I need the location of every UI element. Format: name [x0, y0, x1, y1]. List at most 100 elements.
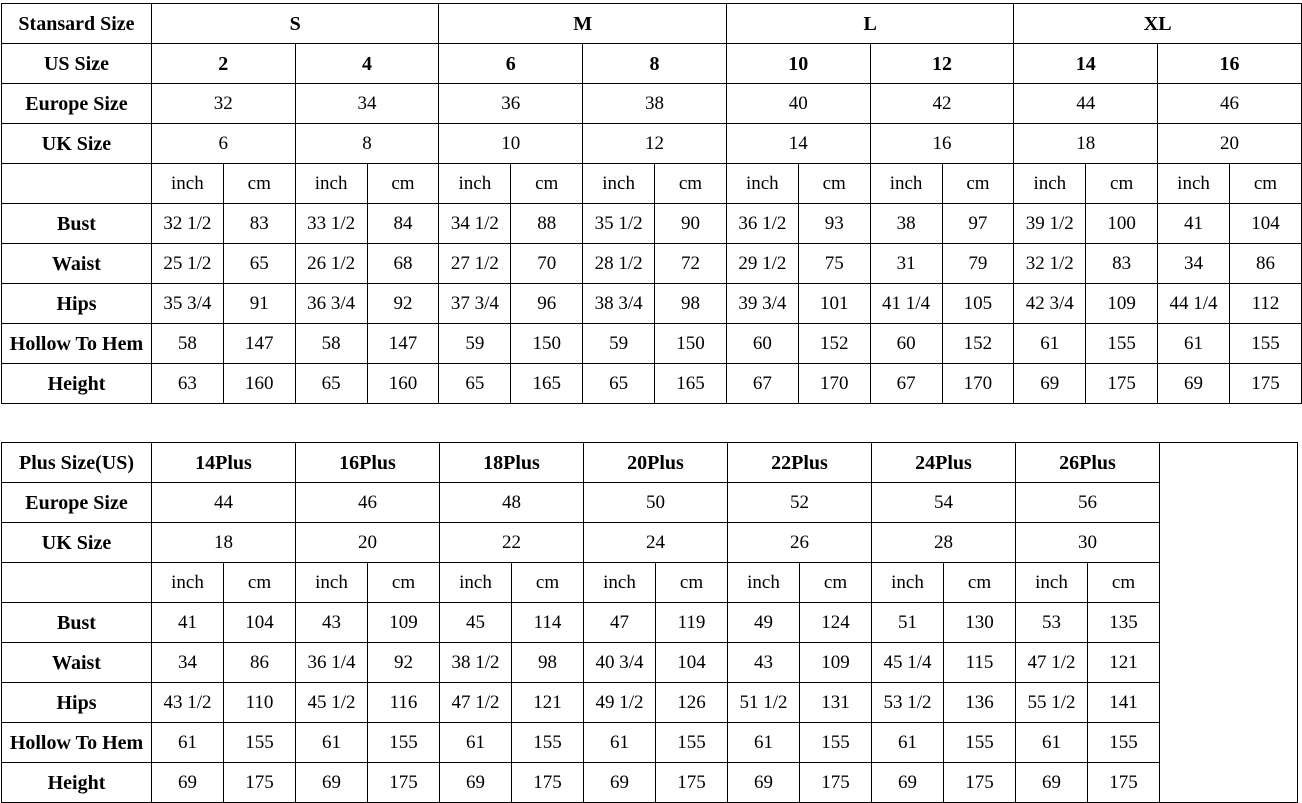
- table-cell: 175: [223, 762, 296, 803]
- table-cell: 65: [222, 243, 296, 284]
- table-cell: 63: [150, 363, 224, 404]
- row-label: US Size: [1, 43, 152, 84]
- table-cell: 93: [797, 203, 871, 244]
- table-cell: 47 1/2: [1015, 642, 1088, 683]
- table-cell: 46: [1157, 83, 1302, 124]
- table-cell: 54: [871, 482, 1016, 523]
- table-cell: 175: [511, 762, 584, 803]
- table-cell: 104: [1228, 203, 1302, 244]
- table-cell: 84: [366, 203, 440, 244]
- table-cell: 91: [222, 283, 296, 324]
- row-label: Plus Size(US): [1, 442, 152, 483]
- table-cell: cm: [1228, 163, 1302, 204]
- table-cell: 18: [151, 522, 296, 563]
- table-cell: 65: [294, 363, 368, 404]
- table-cell: 35 3/4: [150, 283, 224, 324]
- table-cell: 69: [1013, 363, 1087, 404]
- table-cell: 175: [799, 762, 872, 803]
- table-cell: 10: [438, 123, 584, 164]
- table-cell: inch: [1015, 562, 1088, 603]
- table-cell: 83: [1085, 243, 1159, 284]
- table-cell: 47: [583, 602, 656, 643]
- table-row: Hips 35 3/4 91 36 3/4 92 37 3/4 96 38 3/4 98 39 3…: [1, 283, 1302, 324]
- table-cell: 36 1/4: [295, 642, 368, 683]
- table-cell: 147: [222, 323, 296, 364]
- table-cell: 75: [797, 243, 871, 284]
- table-cell: 24: [583, 522, 728, 563]
- table-cell: 20: [1157, 123, 1302, 164]
- table-cell: inch: [295, 562, 368, 603]
- table-cell: 130: [943, 602, 1016, 643]
- table-cell: 60: [869, 323, 943, 364]
- row-label: Europe Size: [1, 83, 152, 124]
- table-cell: 69: [151, 762, 224, 803]
- table-cell: 43: [727, 642, 800, 683]
- table-cell: 49 1/2: [583, 682, 656, 723]
- table-cell: 135: [1087, 602, 1160, 643]
- table-cell: 32: [150, 83, 296, 124]
- table-cell: inch: [1157, 163, 1230, 204]
- table-cell: cm: [943, 562, 1016, 603]
- table-cell: 60: [725, 323, 799, 364]
- table-cell: 61: [151, 722, 224, 763]
- table-cell: 14: [725, 123, 871, 164]
- table-cell: 83: [222, 203, 296, 244]
- size-header: 20Plus: [583, 442, 728, 483]
- size-header: L: [725, 3, 1015, 44]
- table-cell: 160: [366, 363, 440, 404]
- row-label: UK Size: [1, 522, 152, 563]
- row-label: Stansard Size: [1, 3, 152, 44]
- table-cell: 119: [655, 602, 728, 643]
- table-cell: 6: [438, 43, 584, 84]
- table-cell: 38: [582, 83, 727, 124]
- table-cell: 109: [367, 602, 440, 643]
- table-cell: 155: [799, 722, 872, 763]
- table-cell: cm: [510, 163, 584, 204]
- table-cell: 52: [727, 482, 872, 523]
- table-cell: 28: [871, 522, 1016, 563]
- table-cell: 152: [797, 323, 871, 364]
- table-cell: 6: [150, 123, 296, 164]
- table-cell: 147: [366, 323, 440, 364]
- table-cell: 61: [871, 722, 944, 763]
- table-cell: 175: [655, 762, 728, 803]
- table-cell: 126: [655, 682, 728, 723]
- table-row: UK Size 6 8 10 12 14 16 18 20: [1, 123, 1302, 164]
- row-label: Bust: [1, 203, 152, 244]
- table-cell: 69: [439, 762, 512, 803]
- table-cell: 61: [295, 722, 368, 763]
- table-cell: 42 3/4: [1013, 283, 1087, 324]
- table-row: Waist 34 86 36 1/4 92 38 1/2 98 40 3/4 104 43 109 4…: [1, 642, 1298, 683]
- table-cell: 32 1/2: [1013, 243, 1087, 284]
- table-row: Height 63 160 65 160 65 165 65 165 67 170 67 170 69 17…: [1, 363, 1302, 404]
- row-label: Hollow To Hem: [1, 722, 152, 763]
- table-cell: 165: [654, 363, 727, 404]
- table-cell: cm: [1087, 562, 1160, 603]
- table-cell: cm: [655, 562, 728, 603]
- table-cell: 56: [1015, 482, 1160, 523]
- table-row: Height 69 175 69 175 69 175 69 175 69 175 69 175 69 17…: [1, 762, 1298, 803]
- table-cell: 30: [1015, 522, 1160, 563]
- table-cell: 16: [1157, 43, 1302, 84]
- table-cell: 8: [582, 43, 727, 84]
- table-cell: 34 1/2: [438, 203, 512, 244]
- size-header: 18Plus: [439, 442, 584, 483]
- row-label: Europe Size: [1, 482, 152, 523]
- table-cell: 55 1/2: [1015, 682, 1088, 723]
- table-cell: 36 3/4: [294, 283, 368, 324]
- table-cell: 170: [941, 363, 1015, 404]
- row-label: Height: [1, 762, 152, 803]
- table-cell: 34: [151, 642, 224, 683]
- table-cell: cm: [367, 562, 440, 603]
- table-row: Hips 43 1/2 110 45 1/2 116 47 1/2 121 49 1/2 126…: [1, 682, 1298, 723]
- table-cell: 79: [941, 243, 1015, 284]
- table-row: Europe Size 32 34 36 38 40 42 44 46: [1, 83, 1302, 124]
- table-cell: 31: [869, 243, 943, 284]
- table-row: Europe Size 44 46 48 50 52 54 56: [1, 482, 1298, 523]
- table-cell: 165: [510, 363, 584, 404]
- table-cell: 150: [654, 323, 727, 364]
- table-cell: 175: [943, 762, 1016, 803]
- table-cell: 92: [367, 642, 440, 683]
- table-cell: 51: [871, 602, 944, 643]
- table-cell: 98: [511, 642, 584, 683]
